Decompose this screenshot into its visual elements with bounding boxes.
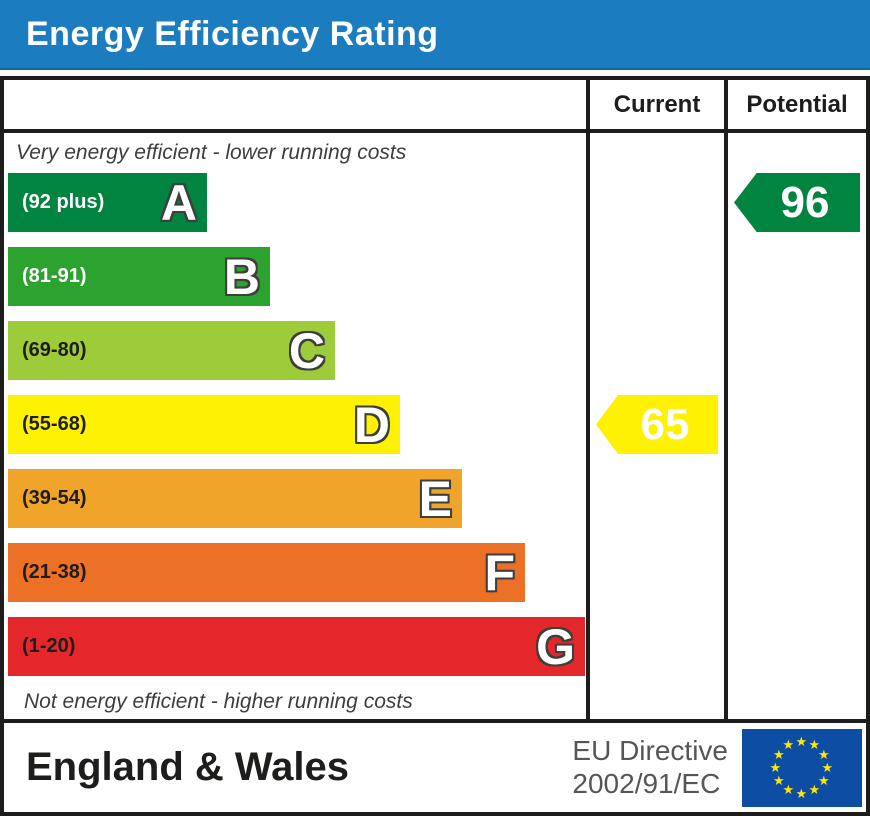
band-range-label: (92 plus) — [22, 191, 105, 213]
eu-directive-line2: 2002/91/EC — [572, 767, 721, 799]
band-letter: A — [160, 174, 197, 231]
title-bar: Energy Efficiency Rating — [0, 0, 870, 70]
eu-star-icon: ★ — [795, 733, 808, 749]
region-title: England & Wales — [26, 745, 350, 789]
current-rating-arrow: 65 — [596, 395, 718, 454]
eu-star-icon: ★ — [808, 736, 821, 752]
band-row-F: (21-38) F — [8, 543, 525, 602]
potential-rating-arrow: 96 — [734, 173, 860, 232]
column-divider — [586, 80, 590, 719]
band-row-B: (81-91) B — [8, 247, 270, 306]
current-column-header: Current — [590, 80, 724, 129]
band-row-G: (1-20) G — [8, 617, 585, 676]
band-range-label: (1-20) — [22, 635, 76, 657]
band-range-label: (39-54) — [22, 487, 87, 509]
eu-directive-text: EU Directive 2002/91/EC — [572, 735, 728, 799]
footer: England & Wales EU Directive 2002/91/EC … — [4, 723, 866, 812]
eu-star-icon: ★ — [818, 746, 830, 762]
eu-star-icon: ★ — [772, 772, 785, 788]
band-row-C: (69-80) C — [8, 321, 335, 380]
rating-table: Current Potential Very energy efficient … — [0, 76, 870, 816]
eu-star-icon: ★ — [808, 782, 821, 798]
band-letter: B — [223, 248, 260, 305]
band-letter: G — [536, 618, 575, 675]
band-range-label: (55-68) — [22, 413, 87, 435]
potential-column-header: Potential — [728, 80, 866, 129]
band-range-label: (81-91) — [22, 265, 87, 287]
potential-rating-column: 96 — [728, 133, 866, 719]
eu-star-icon: ★ — [821, 759, 834, 775]
potential-rating-value: 96 — [780, 177, 830, 227]
eu-star-icon: ★ — [769, 759, 782, 775]
eu-star-icon: ★ — [795, 785, 808, 801]
footer-divider-line — [4, 719, 866, 723]
band-letter: F — [484, 544, 515, 601]
current-header-label: Current — [613, 90, 701, 118]
top-caption: Very energy efficient - lower running co… — [16, 141, 407, 164]
header-blank-cell — [4, 80, 586, 129]
eu-directive-line1: EU Directive — [572, 735, 728, 767]
eu-flag-icon: ★ ★ ★ ★ ★ ★ ★ ★ ★ ★ ★ ★ — [742, 728, 862, 807]
current-rating-column: 65 — [590, 133, 724, 719]
column-divider — [724, 80, 728, 719]
bottom-caption: Not energy efficient - higher running co… — [24, 690, 413, 713]
band-letter: E — [418, 470, 452, 527]
potential-header-label: Potential — [746, 90, 848, 118]
band-list: (92 plus) A (81-91) B (69-80) C (55-68) D (39-54… — [8, 173, 586, 676]
rating-bands-area: Very energy efficient - lower running co… — [4, 133, 586, 719]
band-letter: C — [288, 322, 325, 379]
eu-star-icon: ★ — [782, 736, 795, 752]
band-row-E: (39-54) E — [8, 469, 462, 528]
header-divider-line — [4, 129, 866, 133]
eu-star-icon: ★ — [772, 746, 785, 762]
band-row-D: (55-68) D — [8, 395, 400, 454]
band-range-label: (21-38) — [22, 561, 87, 583]
eu-star-icon: ★ — [818, 772, 830, 788]
footer-right-group: EU Directive 2002/91/EC ★ ★ ★ ★ ★ ★ ★ ★ ★ ★ ★ ★ — [572, 728, 862, 807]
eu-star-icon: ★ — [782, 782, 795, 798]
band-range-label: (69-80) — [22, 339, 87, 361]
band-row-A: (92 plus) A — [8, 173, 207, 232]
band-letter: D — [353, 396, 390, 453]
page-title: Energy Efficiency Rating — [26, 14, 439, 53]
current-rating-value: 65 — [640, 399, 690, 449]
